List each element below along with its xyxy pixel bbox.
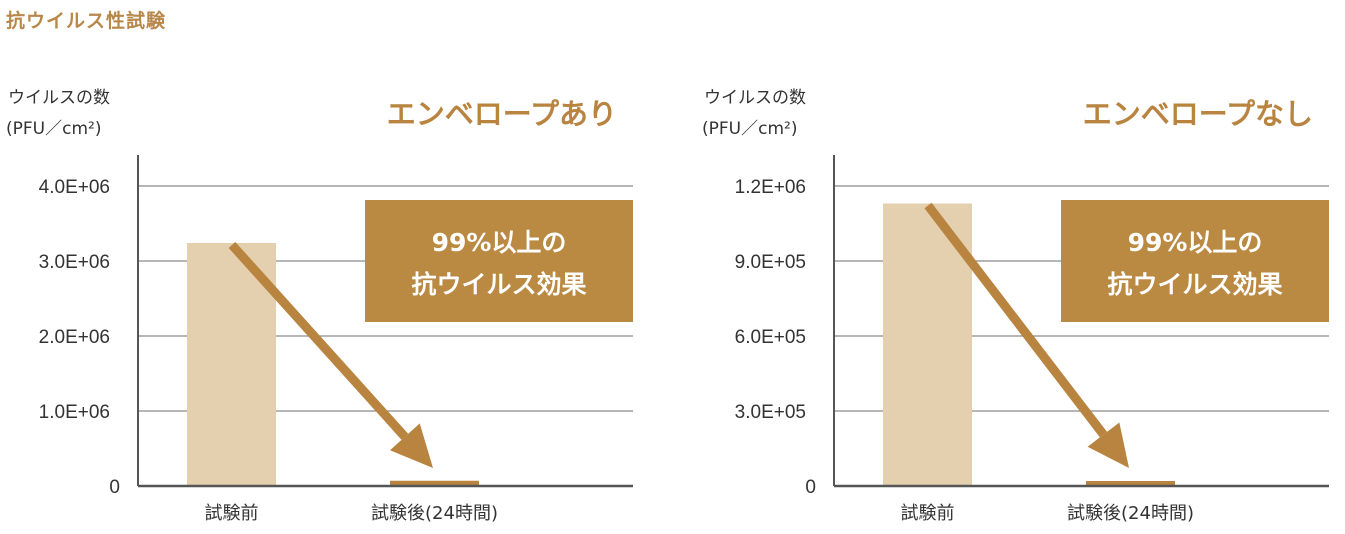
annotation-box bbox=[365, 200, 633, 322]
annotation-line-2: 抗ウイルス効果 bbox=[411, 270, 586, 299]
y-tick-label: 3.0E+06 bbox=[39, 252, 110, 273]
y-tick-label: 2.0E+06 bbox=[39, 327, 110, 348]
decrease-arrow-shaft bbox=[924, 202, 1108, 438]
chart-title: エンベロープなし bbox=[1083, 97, 1313, 131]
y-tick-label: 1.2E+06 bbox=[735, 177, 806, 198]
y-tick-label: 3.0E+05 bbox=[735, 402, 806, 423]
x-tick-label: 試験後(24時間) bbox=[1067, 503, 1194, 524]
y-tick-label: 6.0E+05 bbox=[735, 327, 806, 348]
chart-title: エンベロープあり bbox=[387, 97, 617, 131]
page-title: 抗ウイルス性試験 bbox=[6, 10, 167, 32]
annotation-line-2: 抗ウイルス効果 bbox=[1107, 270, 1282, 299]
y-axis-label: ウイルスの数 bbox=[8, 88, 110, 108]
chart-1: ウイルスの数 (PFU／cm²) エンベロープあり 0 1.0E+06 2.0E+06 3.… bbox=[6, 88, 633, 524]
x-tick-label: 試験後(24時間) bbox=[371, 503, 498, 524]
annotation-line-1: 99%以上の bbox=[432, 228, 567, 257]
bar-after bbox=[390, 480, 479, 486]
y-axis-label: ウイルスの数 bbox=[704, 88, 806, 108]
bar-after bbox=[1086, 481, 1175, 486]
decrease-arrow-head-icon bbox=[1087, 422, 1129, 468]
annotation-box bbox=[1061, 200, 1329, 322]
decrease-arrow-shaft bbox=[228, 241, 409, 440]
decrease-arrow-head-icon bbox=[390, 423, 433, 468]
annotation-line-1: 99%以上の bbox=[1128, 228, 1263, 257]
chart-2: ウイルスの数 (PFU／cm²) エンベロープなし 0 3.0E+05 6.0E+05 9.… bbox=[702, 88, 1329, 524]
y-tick-label: 0 bbox=[805, 477, 816, 498]
y-tick-label: 4.0E+06 bbox=[39, 177, 110, 198]
y-tick-label: 0 bbox=[109, 477, 120, 498]
y-axis-unit: (PFU／cm²) bbox=[702, 119, 797, 139]
y-tick-label: 1.0E+06 bbox=[39, 402, 110, 423]
x-tick-label: 試験前 bbox=[901, 503, 955, 524]
y-axis-unit: (PFU／cm²) bbox=[6, 119, 101, 139]
y-tick-label: 9.0E+05 bbox=[735, 252, 806, 273]
x-tick-label: 試験前 bbox=[205, 503, 259, 524]
